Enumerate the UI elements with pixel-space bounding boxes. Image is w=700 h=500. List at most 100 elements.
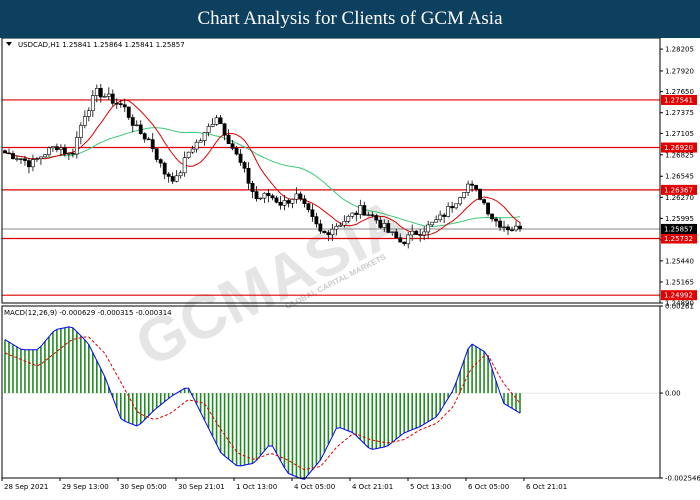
level-label-box [661,184,697,195]
macd-signal-line [4,336,521,471]
candle-body [274,197,279,203]
candle-body [246,167,251,184]
time-tick-label: 6 Oct 05:00 [468,483,509,491]
candle-body [434,219,439,223]
time-tick-label: 30 Sep 05:00 [120,483,167,491]
candle-body [190,148,195,153]
time-tick-label: 30 Sep 21:01 [178,483,225,491]
symbol-dropdown-icon[interactable] [6,42,12,46]
candle-body [462,192,467,198]
candle-body [498,220,502,228]
candle-body [310,209,315,217]
candle-body [438,214,443,221]
level-label: 1.26367 [664,186,693,194]
macd-panel [2,326,660,480]
current-price-label: 1.25857 [664,225,693,233]
candle-body [398,237,403,243]
candle-body [78,125,83,138]
candle-body [218,117,223,125]
candle-body [154,148,159,160]
candle-body [386,223,391,233]
time-tick-label: 4 Oct 21:01 [352,483,393,491]
candle-body [470,183,474,186]
time-tick-label: 5 Oct 13:00 [410,483,451,491]
candle-body [506,226,510,231]
candle-body [7,152,11,155]
candle-body [418,234,423,236]
candle-body [282,200,287,206]
candle-body [390,231,395,233]
candle-body [342,220,347,226]
candle-body [502,226,506,228]
candle-body [43,154,47,158]
candle-body [150,139,155,149]
candle-body [35,158,39,160]
candle-body [27,160,31,168]
level-label: 1.24992 [664,292,693,300]
candlesticks [3,83,522,249]
candle-body [430,221,435,226]
time-axis: 28 Sep 2021 29 Sep 13:00 30 Sep 05:00 30 Se… [1,478,567,491]
price-tick-label: 1.28205 [665,46,694,54]
candle-body [194,141,199,150]
candle-body [198,140,203,143]
candle-body [466,183,471,193]
candle-body [266,192,271,196]
candle-body [158,159,163,164]
candle-body [178,172,183,177]
candle-body [74,137,79,155]
candle-body [338,224,343,227]
candle-body [134,124,139,127]
candle-body [238,153,243,163]
candle-body [346,215,351,222]
candle-body [454,203,459,209]
candle-body [23,158,27,161]
candle-body [82,116,87,126]
candle-body [15,158,19,160]
candle-body [222,123,227,136]
candle-body [494,218,498,222]
candle-body [270,195,275,199]
candle-body [118,103,123,105]
price-tick-label: 1.27375 [665,109,694,117]
candle-body [242,162,247,169]
candle-body [306,203,311,211]
level-label: 1.25732 [664,235,693,243]
price-tick-label: 1.26545 [665,173,694,181]
candle-body [402,241,407,245]
price-tick-label: 1.25165 [665,278,694,286]
candle-body [322,230,327,233]
price-tick-label: 1.25440 [665,257,694,265]
current-price-label-box [661,223,697,234]
candle-body [182,157,187,174]
price-tick-label: 1.26270 [665,194,694,202]
candle-body [302,198,307,204]
candle-body [378,219,383,228]
candle-body [358,205,363,215]
candle-body [226,134,231,144]
symbol-info: USDCAD,H1 1.25841 1.25864 1.25841 1.2585… [18,41,185,49]
macd-main-line [4,326,521,480]
candle-body [90,95,95,112]
candle-body [382,223,387,228]
candle-body [110,93,115,104]
candle-body [298,193,303,200]
candle-body [350,212,355,217]
candle-body [262,192,267,199]
level-label: 1.26920 [664,144,693,152]
candle-body [286,200,291,204]
candle-body [394,231,399,239]
candle-body [478,188,482,200]
macd-info: MACD(12,26,9) -0.000629 -0.000315 -0.000… [4,309,172,317]
candle-body [422,231,427,236]
candle-body [442,214,447,217]
candle-body [170,176,175,182]
candle-body [278,202,283,206]
candle-body [51,146,55,149]
candle-body [290,198,295,204]
candle-body [326,232,331,236]
candle-body [162,162,167,175]
candle-body [234,148,239,155]
candle-body [146,138,151,141]
